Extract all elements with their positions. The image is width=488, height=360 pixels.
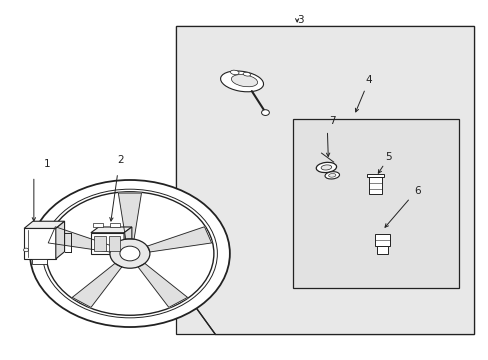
Ellipse shape <box>231 75 257 87</box>
Text: 4: 4 <box>365 75 371 85</box>
Circle shape <box>30 180 229 327</box>
Bar <box>293 119 458 288</box>
Circle shape <box>46 192 213 315</box>
Text: 2: 2 <box>117 155 123 165</box>
Polygon shape <box>147 227 211 252</box>
Text: 6: 6 <box>413 186 420 196</box>
Bar <box>94 236 105 251</box>
Ellipse shape <box>220 71 263 92</box>
Ellipse shape <box>243 72 250 76</box>
Polygon shape <box>176 26 473 334</box>
Ellipse shape <box>325 172 339 179</box>
Circle shape <box>110 239 150 268</box>
Bar <box>366 174 384 177</box>
Polygon shape <box>24 221 64 228</box>
Ellipse shape <box>316 162 336 172</box>
Polygon shape <box>91 227 132 233</box>
Polygon shape <box>56 221 64 259</box>
Bar <box>368 177 382 194</box>
Bar <box>374 234 389 246</box>
Polygon shape <box>72 264 122 307</box>
Bar <box>376 246 387 253</box>
Bar <box>91 233 124 253</box>
Text: 3: 3 <box>297 15 303 26</box>
Circle shape <box>42 189 217 318</box>
Bar <box>24 228 56 259</box>
Polygon shape <box>124 227 132 253</box>
Polygon shape <box>138 264 187 307</box>
Text: 5: 5 <box>384 152 391 162</box>
Bar <box>93 223 102 227</box>
Bar <box>109 236 120 251</box>
Polygon shape <box>118 193 141 239</box>
Polygon shape <box>48 227 112 252</box>
Polygon shape <box>176 26 473 334</box>
Circle shape <box>23 248 28 252</box>
Text: 7: 7 <box>328 116 335 126</box>
Bar <box>110 223 120 227</box>
Ellipse shape <box>230 70 239 75</box>
Bar <box>32 259 47 264</box>
Text: 1: 1 <box>43 159 50 169</box>
Circle shape <box>261 110 269 116</box>
Circle shape <box>120 246 140 261</box>
Ellipse shape <box>321 165 331 170</box>
Ellipse shape <box>328 174 335 177</box>
